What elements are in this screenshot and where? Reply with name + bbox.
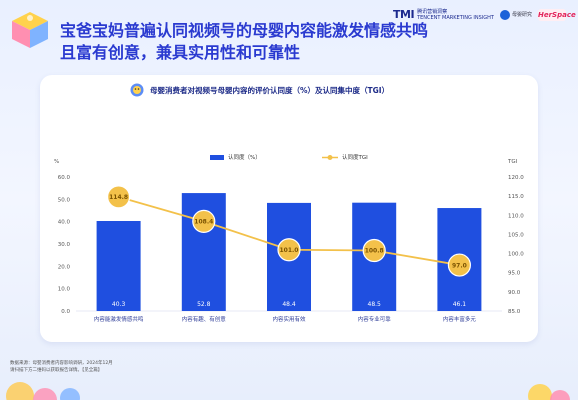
bar-value-label: 48.4 bbox=[282, 301, 296, 308]
tgi-value-label: 100.8 bbox=[365, 248, 384, 255]
partner-logo-icon bbox=[499, 9, 510, 20]
y-right-tick: 105.0 bbox=[508, 232, 524, 238]
page-title: 宝爸宝妈普遍认同视频号的母婴内容能激发情感共鸣 且富有创意，兼具实用性和可靠性 bbox=[60, 20, 460, 64]
tmi-logo-sub2: TENCENT MARKETING INSIGHT bbox=[417, 14, 494, 21]
brand-logos: TMI 腾讯营销洞察 TENCENT MARKETING INSIGHT 母婴研… bbox=[393, 8, 576, 21]
bar-value-label: 40.3 bbox=[112, 301, 126, 308]
tgi-value-label: 108.4 bbox=[194, 219, 213, 226]
x-tick-label: 内容实用有效 bbox=[272, 315, 306, 323]
tgi-point bbox=[192, 209, 216, 234]
y-right-tick: 115.0 bbox=[508, 194, 524, 200]
y-right-tick: 120.0 bbox=[508, 175, 524, 181]
decorative-cube-icon bbox=[12, 12, 48, 48]
tmi-logo-sub: 腾讯营销洞察 bbox=[417, 8, 448, 15]
y-left-tick: 0.0 bbox=[61, 309, 70, 315]
source-line2: 请扫描下方二维码以获取报告详情。【见全篇】 bbox=[10, 368, 103, 373]
tgi-point bbox=[277, 238, 301, 262]
source-note: 数据来源：母婴消费者内容影响调研，2024年12月 请扫描下方二维码以获取报告详… bbox=[10, 360, 113, 374]
y-left-tick: 20.0 bbox=[58, 264, 71, 270]
chart-title: 母婴消费者对视频号母婴内容的评价认同度（%）及认同集中度（TGI） bbox=[150, 85, 390, 95]
y-left-unit: % bbox=[54, 159, 59, 165]
tgi-point bbox=[362, 238, 386, 263]
x-tick-label: 内容丰富多元 bbox=[443, 315, 477, 323]
tmi-logo: TMI 腾讯营销洞察 TENCENT MARKETING INSIGHT bbox=[393, 8, 494, 21]
source-line1: 数据来源：母婴消费者内容影响调研，2024年12月 bbox=[10, 361, 113, 366]
bar-value-label: 52.8 bbox=[197, 301, 211, 308]
chart-card: 母婴消费者对视频号母婴内容的评价认同度（%）及认同集中度（TGI） % TGI 0.… bbox=[40, 75, 538, 342]
y-left-tick: 50.0 bbox=[58, 197, 71, 203]
bar bbox=[96, 220, 141, 311]
y-right-tick: 85.0 bbox=[508, 309, 521, 315]
legend-line-marker bbox=[327, 155, 333, 160]
partner-logo: 母婴研究 bbox=[499, 9, 532, 20]
tgi-point bbox=[106, 185, 131, 209]
x-tick-label: 内容有趣、有创意 bbox=[182, 315, 227, 323]
bar-value-label: 48.5 bbox=[368, 301, 382, 308]
x-tick-label: 内容专业可靠 bbox=[358, 315, 392, 323]
bar-value-label: 46.1 bbox=[453, 301, 467, 308]
x-tick-label: 内容能激发情感共鸣 bbox=[94, 315, 144, 323]
tgi-value-label: 97.0 bbox=[452, 262, 467, 269]
tgi-value-label: 101.0 bbox=[280, 247, 299, 254]
y-right-unit: TGI bbox=[507, 159, 518, 165]
tgi-value-label: 114.8 bbox=[109, 194, 128, 201]
page-title-line2: 且富有创意，兼具实用性和可靠性 bbox=[60, 43, 301, 62]
legend-line-label: 认同度TGI bbox=[342, 153, 368, 161]
tgi-point bbox=[447, 253, 471, 277]
y-right-tick: 100.0 bbox=[508, 252, 524, 258]
y-left-tick: 60.0 bbox=[58, 175, 71, 181]
legend-bar-swatch bbox=[210, 155, 224, 160]
legend-bar-label: 认同度（%） bbox=[228, 153, 261, 161]
page-title-line1: 宝爸宝妈普遍认同视频号的母婴内容能激发情感共鸣 bbox=[60, 21, 429, 40]
herspace-logo: HerSpace bbox=[538, 8, 576, 21]
y-right-tick: 90.0 bbox=[508, 290, 521, 296]
decorative-balloons bbox=[6, 382, 570, 400]
mascot-icon bbox=[130, 83, 144, 97]
y-right-tick: 95.0 bbox=[508, 271, 521, 277]
y-left-tick: 10.0 bbox=[58, 287, 71, 293]
y-right-tick: 110.0 bbox=[508, 213, 524, 219]
y-left-tick: 40.0 bbox=[58, 220, 71, 226]
chart-plot: % TGI 0.0 10.0 20.0 30.0 40.0 50.0 60.0 85.0 90.0 9… bbox=[54, 153, 524, 323]
y-left-tick: 30.0 bbox=[58, 242, 71, 248]
chart-header: 母婴消费者对视频号母婴内容的评价认同度（%）及认同集中度（TGI） bbox=[130, 83, 389, 97]
